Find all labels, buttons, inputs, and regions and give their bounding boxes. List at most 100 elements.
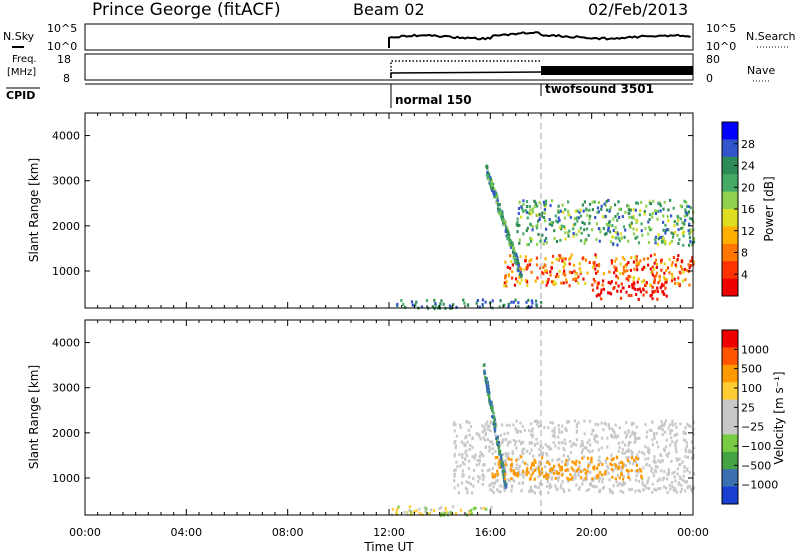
heatmap-cell (656, 289, 659, 293)
heatmap-cell (662, 207, 665, 211)
heatmap-cell (624, 431, 627, 435)
heatmap-cell (684, 431, 687, 435)
heatmap-cell (537, 464, 540, 468)
heatmap-cell (520, 215, 523, 219)
heatmap-cell (579, 444, 583, 448)
heatmap-cell (601, 486, 604, 490)
heatmap-cell (478, 462, 481, 466)
freq-label-line2: [MHz] (7, 67, 36, 78)
heatmap-cell (636, 201, 639, 205)
heatmap-cell (509, 244, 512, 248)
heatmap-cell (663, 277, 666, 281)
heatmap-cell (601, 462, 604, 466)
heatmap-cell (682, 230, 685, 234)
heatmap-cell (556, 257, 560, 261)
heatmap-cell (613, 265, 616, 269)
velocity-colorbar-cells (722, 330, 738, 505)
heatmap-cell (594, 280, 597, 283)
heatmap-cell (472, 484, 475, 488)
heatmap-cell (520, 455, 523, 459)
heatmap-cell (574, 476, 577, 480)
heatmap-cell (408, 508, 411, 512)
heatmap-cell (635, 464, 638, 467)
heatmap-cell (503, 223, 506, 227)
heatmap-cell (492, 182, 495, 186)
heatmap-cell (653, 455, 656, 458)
heatmap-cell (665, 280, 668, 284)
colorbar-tick-label: 4 (741, 268, 748, 281)
heatmap-cell (582, 468, 585, 472)
heatmap-cell (671, 235, 675, 239)
heatmap-cell (503, 284, 506, 288)
heatmap-cell (608, 230, 611, 234)
heatmap-cell (655, 266, 658, 269)
heatmap-cell (551, 468, 554, 471)
heatmap-cell (557, 210, 560, 214)
heatmap-cell (531, 210, 535, 214)
heatmap-cell (615, 274, 618, 278)
heatmap-cell (627, 274, 630, 278)
heatmap-cell (524, 461, 527, 465)
heatmap-cell (692, 456, 695, 460)
heatmap-cell (600, 207, 603, 211)
heatmap-cell (676, 472, 679, 476)
heatmap-cell (622, 462, 625, 466)
heatmap-cell (453, 486, 456, 490)
colorbar-swatch (722, 364, 738, 383)
heatmap-cell (682, 234, 685, 238)
heatmap-cell (544, 199, 548, 203)
heatmap-cell (526, 226, 529, 230)
heatmap-cell (617, 200, 620, 204)
heatmap-cell (540, 301, 543, 304)
heatmap-cell (518, 464, 521, 468)
heatmap-cell (512, 472, 515, 476)
heatmap-cell (625, 450, 628, 454)
nsky-label: N.Sky (3, 30, 35, 43)
heatmap-cell (685, 211, 688, 215)
heatmap-cell (538, 470, 541, 473)
heatmap-cell (675, 426, 678, 429)
heatmap-cell (637, 470, 640, 474)
heatmap-cell (515, 446, 518, 450)
heatmap-cell (515, 458, 518, 462)
heatmap-cell (484, 433, 487, 437)
heatmap-cell (564, 463, 567, 467)
heatmap-cell (659, 286, 662, 290)
heatmap-cell (615, 436, 618, 440)
heatmap-cell (455, 512, 458, 515)
heatmap-cell (691, 256, 694, 260)
heatmap-cell (614, 477, 617, 481)
heatmap-cell (591, 477, 594, 481)
heatmap-cell (589, 443, 592, 447)
heatmap-cell (574, 223, 577, 226)
heatmap-cell (628, 223, 631, 227)
heatmap-cell (514, 298, 517, 302)
heatmap-cell (483, 371, 486, 375)
heatmap-cell (617, 441, 620, 445)
heatmap-cell (516, 261, 519, 265)
heatmap-cell (466, 491, 469, 495)
heatmap-cell (475, 432, 478, 436)
heatmap-cell (530, 212, 533, 216)
heatmap-cell (625, 456, 628, 460)
heatmap-cell (615, 257, 618, 261)
y-tick-label: 3000 (52, 382, 80, 395)
heatmap-cell (576, 219, 579, 223)
heatmap-cell (589, 470, 592, 474)
heatmap-cell (533, 477, 536, 481)
heatmap-cell (511, 450, 514, 454)
heatmap-cell (618, 426, 621, 430)
heatmap-cell (680, 259, 683, 263)
heatmap-cell (541, 271, 544, 275)
heatmap-cell (641, 267, 644, 271)
colorbar-tick-label: 16 (741, 203, 755, 216)
heatmap-cell (563, 263, 567, 267)
heatmap-cell (608, 270, 611, 274)
heatmap-cell (675, 457, 678, 460)
heatmap-cell (490, 506, 493, 510)
heatmap-cell (673, 277, 676, 281)
heatmap-cell (558, 254, 561, 257)
heatmap-cell (675, 490, 678, 494)
heatmap-cell (627, 261, 630, 264)
heatmap-cell (597, 448, 600, 452)
